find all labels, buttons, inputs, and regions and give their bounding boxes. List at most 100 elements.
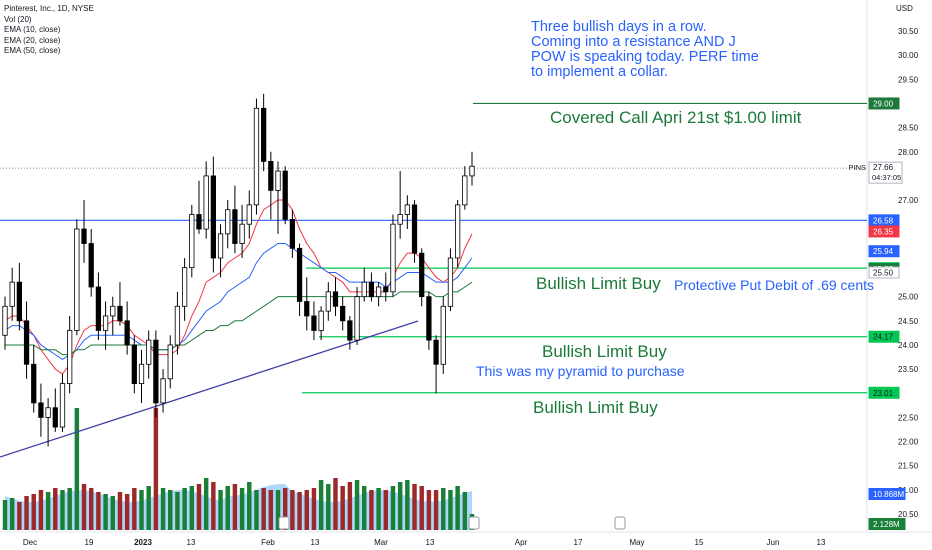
indicator-price-tag-text: 25.94 (873, 247, 894, 256)
volume-bar (247, 482, 252, 530)
pyramid-note-label: This was my pyramid to purchase (476, 363, 685, 379)
candle-body (455, 204, 461, 259)
limit-buy-label-1: Bullish Limit Buy (536, 274, 661, 293)
y-tick-label: 24.50 (898, 317, 919, 326)
volume-bar (462, 492, 468, 530)
indicator-vol[interactable]: Vol (20) (4, 14, 32, 24)
volume-bar (419, 486, 424, 530)
ema-line (5, 281, 473, 356)
y-tick-label: 22.00 (898, 438, 919, 447)
candle-body (268, 161, 274, 191)
candle-body (167, 344, 173, 380)
candle-body (160, 378, 166, 404)
level-tag-text: 26.58 (873, 216, 894, 225)
candle-body (52, 407, 58, 428)
volume-bar (182, 488, 187, 530)
chart-legend: Pinterest, Inc., 1D, NYSE Vol (20) EMA (… (4, 4, 94, 57)
candle-body (23, 320, 30, 365)
candle-body (261, 107, 267, 162)
candle-body (74, 228, 80, 331)
candle-body (117, 305, 123, 322)
volume-bar (53, 488, 58, 530)
y-tick-label: 30.50 (898, 27, 919, 36)
volume-bar (160, 488, 166, 530)
candle-body (282, 170, 288, 220)
candle-body (304, 301, 310, 317)
candle-body (354, 296, 360, 341)
volume-bar (218, 490, 223, 530)
event-icon[interactable] (468, 516, 480, 530)
volume-bar (67, 488, 72, 530)
candle-body (440, 305, 446, 365)
volume-bar (376, 488, 381, 530)
volume-bar (441, 488, 446, 530)
candle-body (146, 339, 152, 365)
volume-bar (405, 480, 410, 530)
volume-bar (261, 488, 266, 530)
note-line-3: POW is speaking today. PERF time (531, 49, 759, 65)
level-tag-text: 23.01 (873, 389, 894, 398)
last-price-text: 27.66 (873, 163, 894, 172)
volume-bar (132, 488, 137, 530)
candle-body (275, 170, 281, 191)
volume-bar (117, 492, 123, 530)
symbol-title[interactable]: Pinterest, Inc., 1D, NYSE (4, 4, 94, 13)
volume-bar (433, 490, 439, 530)
volume-bar (96, 492, 101, 530)
volume-bar (189, 486, 195, 530)
countdown-text: 04:37:05 (872, 173, 901, 182)
trend-line[interactable] (0, 320, 419, 458)
y-tick-label: 22.50 (898, 413, 919, 422)
candle-body (469, 165, 475, 177)
volume-average-tag (868, 488, 906, 500)
volume-bar (282, 488, 288, 530)
volume-bar (168, 490, 173, 530)
candle-body (59, 383, 66, 428)
volume-bar (362, 486, 367, 530)
volume-bar (232, 484, 238, 530)
note-line-2: Coming into a resistance AND J (531, 34, 736, 50)
note-line-1: Three bullish days in a row. (531, 19, 707, 35)
candle-body (189, 214, 195, 269)
candle-body (426, 296, 432, 341)
volume-bar (311, 488, 317, 530)
candle-body (196, 214, 202, 230)
note-line-4: to implement a collar. (531, 64, 669, 80)
indicator-ema-20[interactable]: EMA (20, close) (4, 35, 61, 45)
candle-body (383, 286, 389, 293)
volume-bar (124, 494, 130, 530)
event-icon[interactable] (614, 516, 626, 530)
volume-bar (24, 496, 29, 530)
y-tick-label: 23.50 (898, 365, 919, 374)
candle-body (404, 204, 410, 215)
volume-bar (333, 478, 338, 530)
x-tick-label: 13 (817, 538, 826, 547)
candle-body (2, 305, 8, 336)
y-tick-label: 28.00 (898, 148, 919, 157)
indicator-price-tag (868, 266, 900, 279)
x-tick-label: 13 (311, 538, 320, 547)
indicator-ema-50[interactable]: EMA (50, close) (4, 46, 61, 55)
volume-bar (304, 490, 309, 530)
volume-bar (448, 490, 453, 530)
volume-bar (275, 490, 281, 530)
candle-body (419, 252, 425, 298)
event-icon[interactable] (278, 516, 290, 530)
candle-body (210, 175, 216, 259)
candle-body (9, 281, 15, 307)
volume-bar (153, 408, 159, 530)
candle-body (95, 286, 102, 331)
y-tick-label: 20.50 (898, 510, 919, 519)
level-tag-text: 29.00 (873, 99, 894, 108)
volume-bar (297, 492, 302, 530)
y-tick-label: 30.00 (898, 51, 919, 60)
volume-bar (88, 488, 94, 530)
volume-bar (239, 488, 245, 530)
candle-body (332, 291, 339, 307)
candle-body (45, 407, 51, 418)
indicator-price-tag (868, 245, 900, 258)
volume-bar (45, 492, 51, 530)
volume-bar (340, 486, 345, 530)
indicator-ema-10[interactable]: EMA (10, close) (4, 25, 61, 34)
